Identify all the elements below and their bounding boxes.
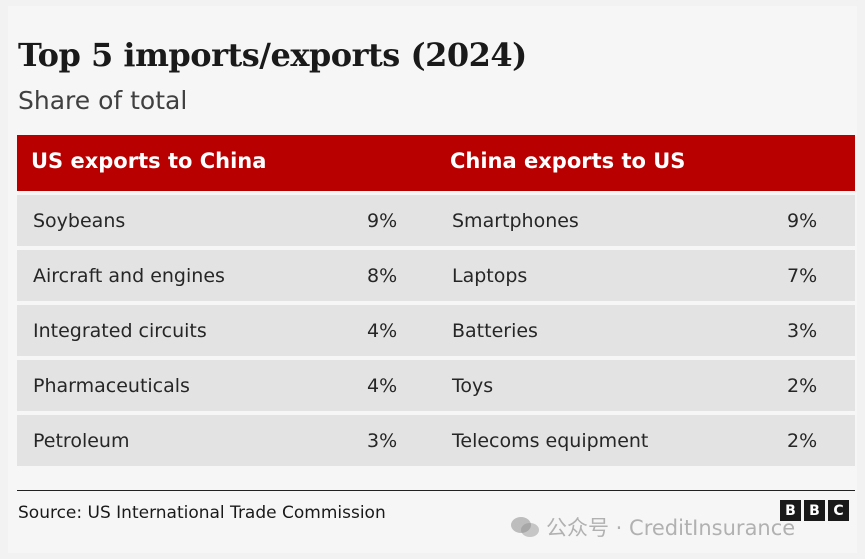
china-export-item: Batteries: [452, 320, 538, 342]
china-export-share: 2%: [787, 375, 818, 397]
trade-table: US exports to China China exports to US …: [17, 135, 855, 466]
watermark: 公众号 · CreditInsurance: [510, 512, 795, 542]
table-header: US exports to China China exports to US: [17, 135, 855, 191]
us-export-share: 9%: [367, 210, 398, 232]
source-note: Source: US International Trade Commissio…: [18, 503, 386, 523]
logo-block: C: [828, 500, 849, 521]
us-export-item: Aircraft and engines: [33, 265, 225, 287]
bbc-logo: B B C: [780, 500, 849, 521]
china-export-share: 2%: [787, 430, 818, 452]
us-export-share: 3%: [367, 430, 398, 452]
watermark-text: 公众号 · CreditInsurance: [546, 516, 796, 540]
china-export-item: Toys: [452, 375, 494, 397]
footer-divider: [17, 490, 855, 491]
table-row: Integrated circuits 4% Batteries 3%: [17, 305, 855, 356]
chart-subtitle: Share of total: [18, 86, 188, 115]
wechat-icon: [511, 517, 539, 537]
logo-block: B: [804, 500, 825, 521]
china-export-share: 9%: [787, 210, 818, 232]
table-row: Petroleum 3% Telecoms equipment 2%: [17, 415, 855, 466]
us-export-share: 4%: [367, 375, 398, 397]
china-export-share: 3%: [787, 320, 818, 342]
china-export-item: Smartphones: [452, 210, 579, 232]
china-export-item: Laptops: [452, 265, 528, 287]
us-export-share: 4%: [367, 320, 398, 342]
us-export-item: Petroleum: [33, 430, 130, 452]
china-export-item: Telecoms equipment: [452, 430, 649, 452]
table-row: Pharmaceuticals 4% Toys 2%: [17, 360, 855, 411]
table-row: Soybeans 9% Smartphones 9%: [17, 195, 855, 246]
us-export-item: Integrated circuits: [33, 320, 207, 342]
us-export-item: Soybeans: [33, 210, 126, 232]
us-export-share: 8%: [367, 265, 398, 287]
logo-block: B: [780, 500, 801, 521]
chart-title: Top 5 imports/exports (2024): [18, 36, 527, 74]
column-header-us-exports: US exports to China: [31, 149, 267, 173]
table-row: Aircraft and engines 8% Laptops 7%: [17, 250, 855, 301]
china-export-share: 7%: [787, 265, 818, 287]
us-export-item: Pharmaceuticals: [33, 375, 190, 397]
column-header-china-exports: China exports to US: [450, 149, 686, 173]
